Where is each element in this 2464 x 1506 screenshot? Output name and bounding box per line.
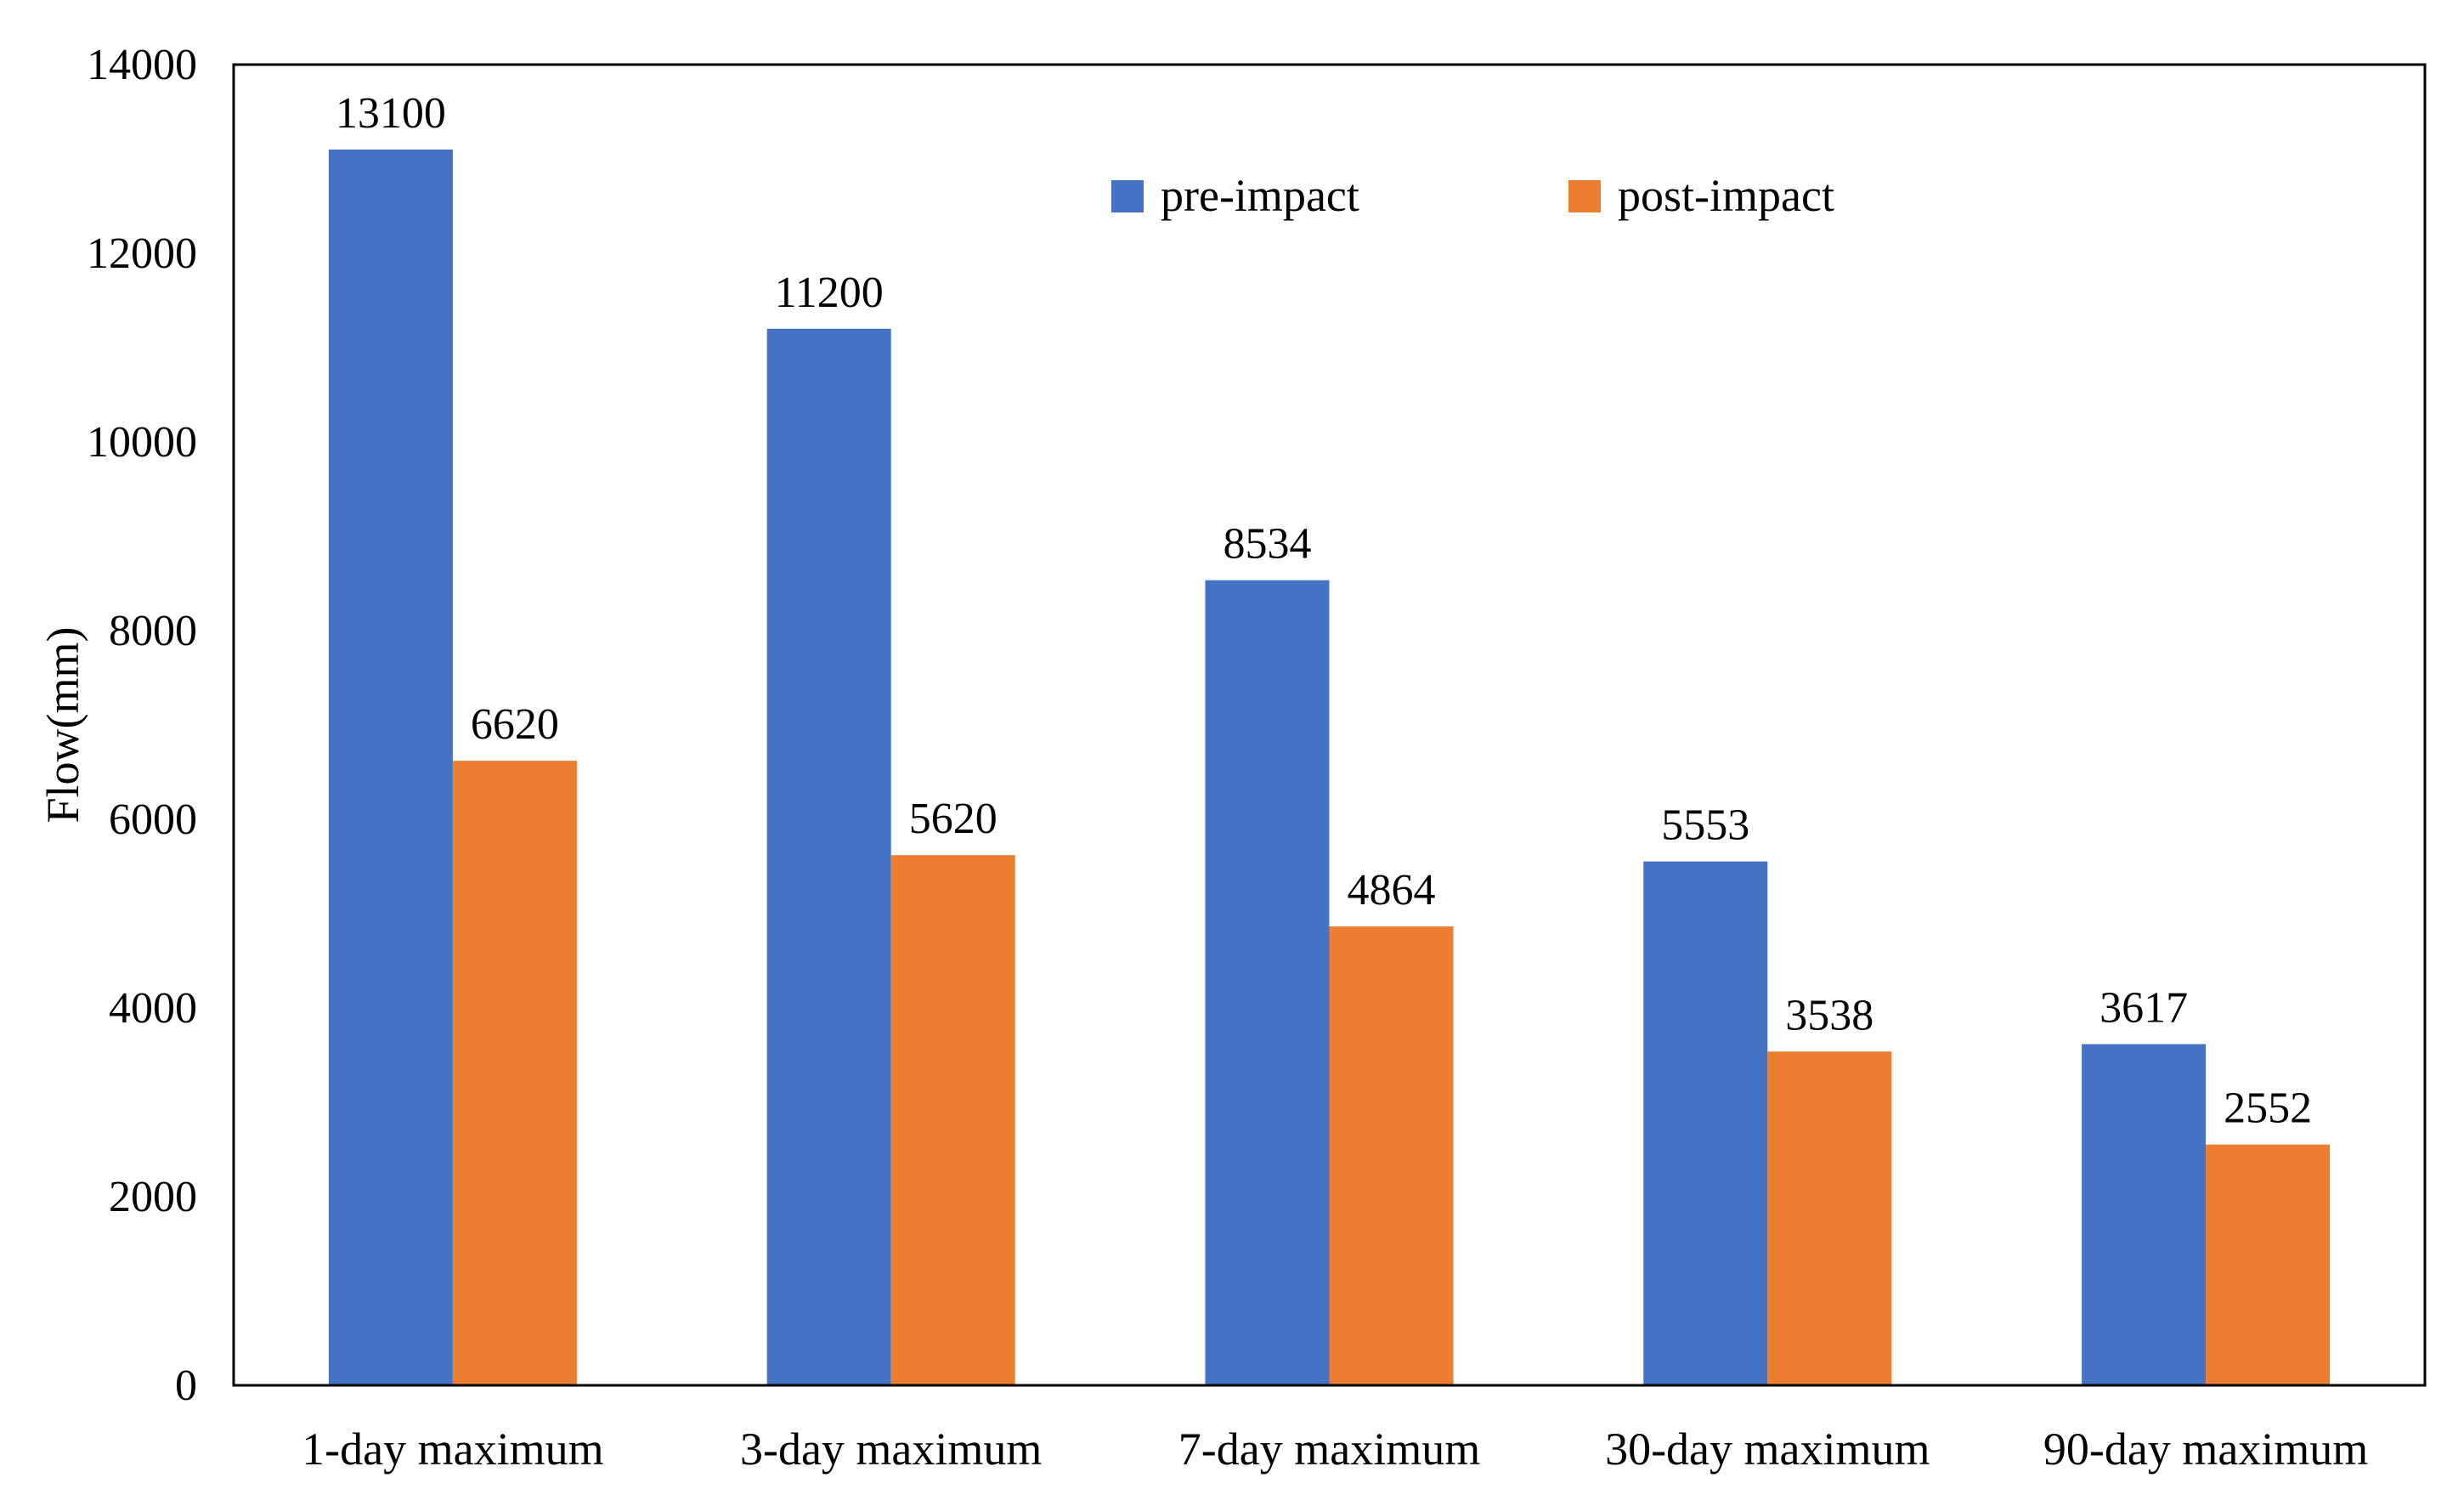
bar-post-impact [890,855,1015,1385]
y-axis-title: Flow(mm) [37,626,88,823]
y-tick-label: 0 [175,1362,197,1410]
data-label-pre-impact: 3617 [2099,984,2188,1033]
x-tick-label: 1-day maximum [302,1424,603,1475]
bar-post-impact [1767,1051,1892,1385]
legend-swatch-pre-impact [1111,180,1144,212]
bar-pre-impact [766,328,891,1385]
legend-swatch-post-impact [1568,180,1601,212]
data-label-post-impact: 3538 [1785,991,1873,1039]
legend-label-post-impact: post-impact [1618,170,1834,221]
legend-label-pre-impact: pre-impact [1161,170,1359,221]
bars-layer [328,149,2331,1385]
data-label-post-impact: 6620 [471,700,559,749]
y-tick-label: 12000 [87,229,197,278]
x-axis: 1-day maximum 3-day maximum 7-day maximum 3… [302,1424,2368,1475]
x-tick-label: 30-day maximum [1605,1424,1930,1475]
data-label-post-impact: 2552 [2224,1084,2312,1133]
data-label-post-impact: 4864 [1348,866,1436,914]
plot-area-frame [232,63,2427,1387]
y-tick-label: 6000 [109,795,197,844]
data-label-pre-impact: 11200 [775,269,884,317]
y-tick-label: 14000 [87,41,197,89]
x-tick-label: 7-day maximum [1178,1424,1480,1475]
bar-post-impact [2206,1144,2331,1385]
bar-pre-impact [2082,1044,2207,1385]
data-labels: 13100 6620 11200 5620 8534 4864 5553 3538 3617 25… [336,89,2312,1133]
data-label-pre-impact: 13100 [336,89,446,138]
legend: pre-impact post-impact [1111,170,1834,221]
y-tick-label: 8000 [109,607,197,655]
y-tick-label: 2000 [109,1173,197,1221]
bar-pre-impact [328,149,453,1385]
y-axis: 0 2000 4000 6000 8000 10000 12000 14000 [87,41,197,1410]
y-tick-label: 4000 [109,984,197,1033]
x-tick-label: 3-day maximum [740,1424,1042,1475]
bar-post-impact [452,761,577,1385]
bar-pre-impact [1205,580,1330,1385]
x-tick-label: 90-day maximum [2043,1424,2368,1475]
data-label-pre-impact: 5553 [1661,801,1749,850]
bar-post-impact [1329,926,1454,1385]
bar-pre-impact [1643,861,1768,1385]
data-label-post-impact: 5620 [909,795,997,843]
data-label-pre-impact: 8534 [1224,520,1312,569]
y-tick-label: 10000 [87,418,197,467]
